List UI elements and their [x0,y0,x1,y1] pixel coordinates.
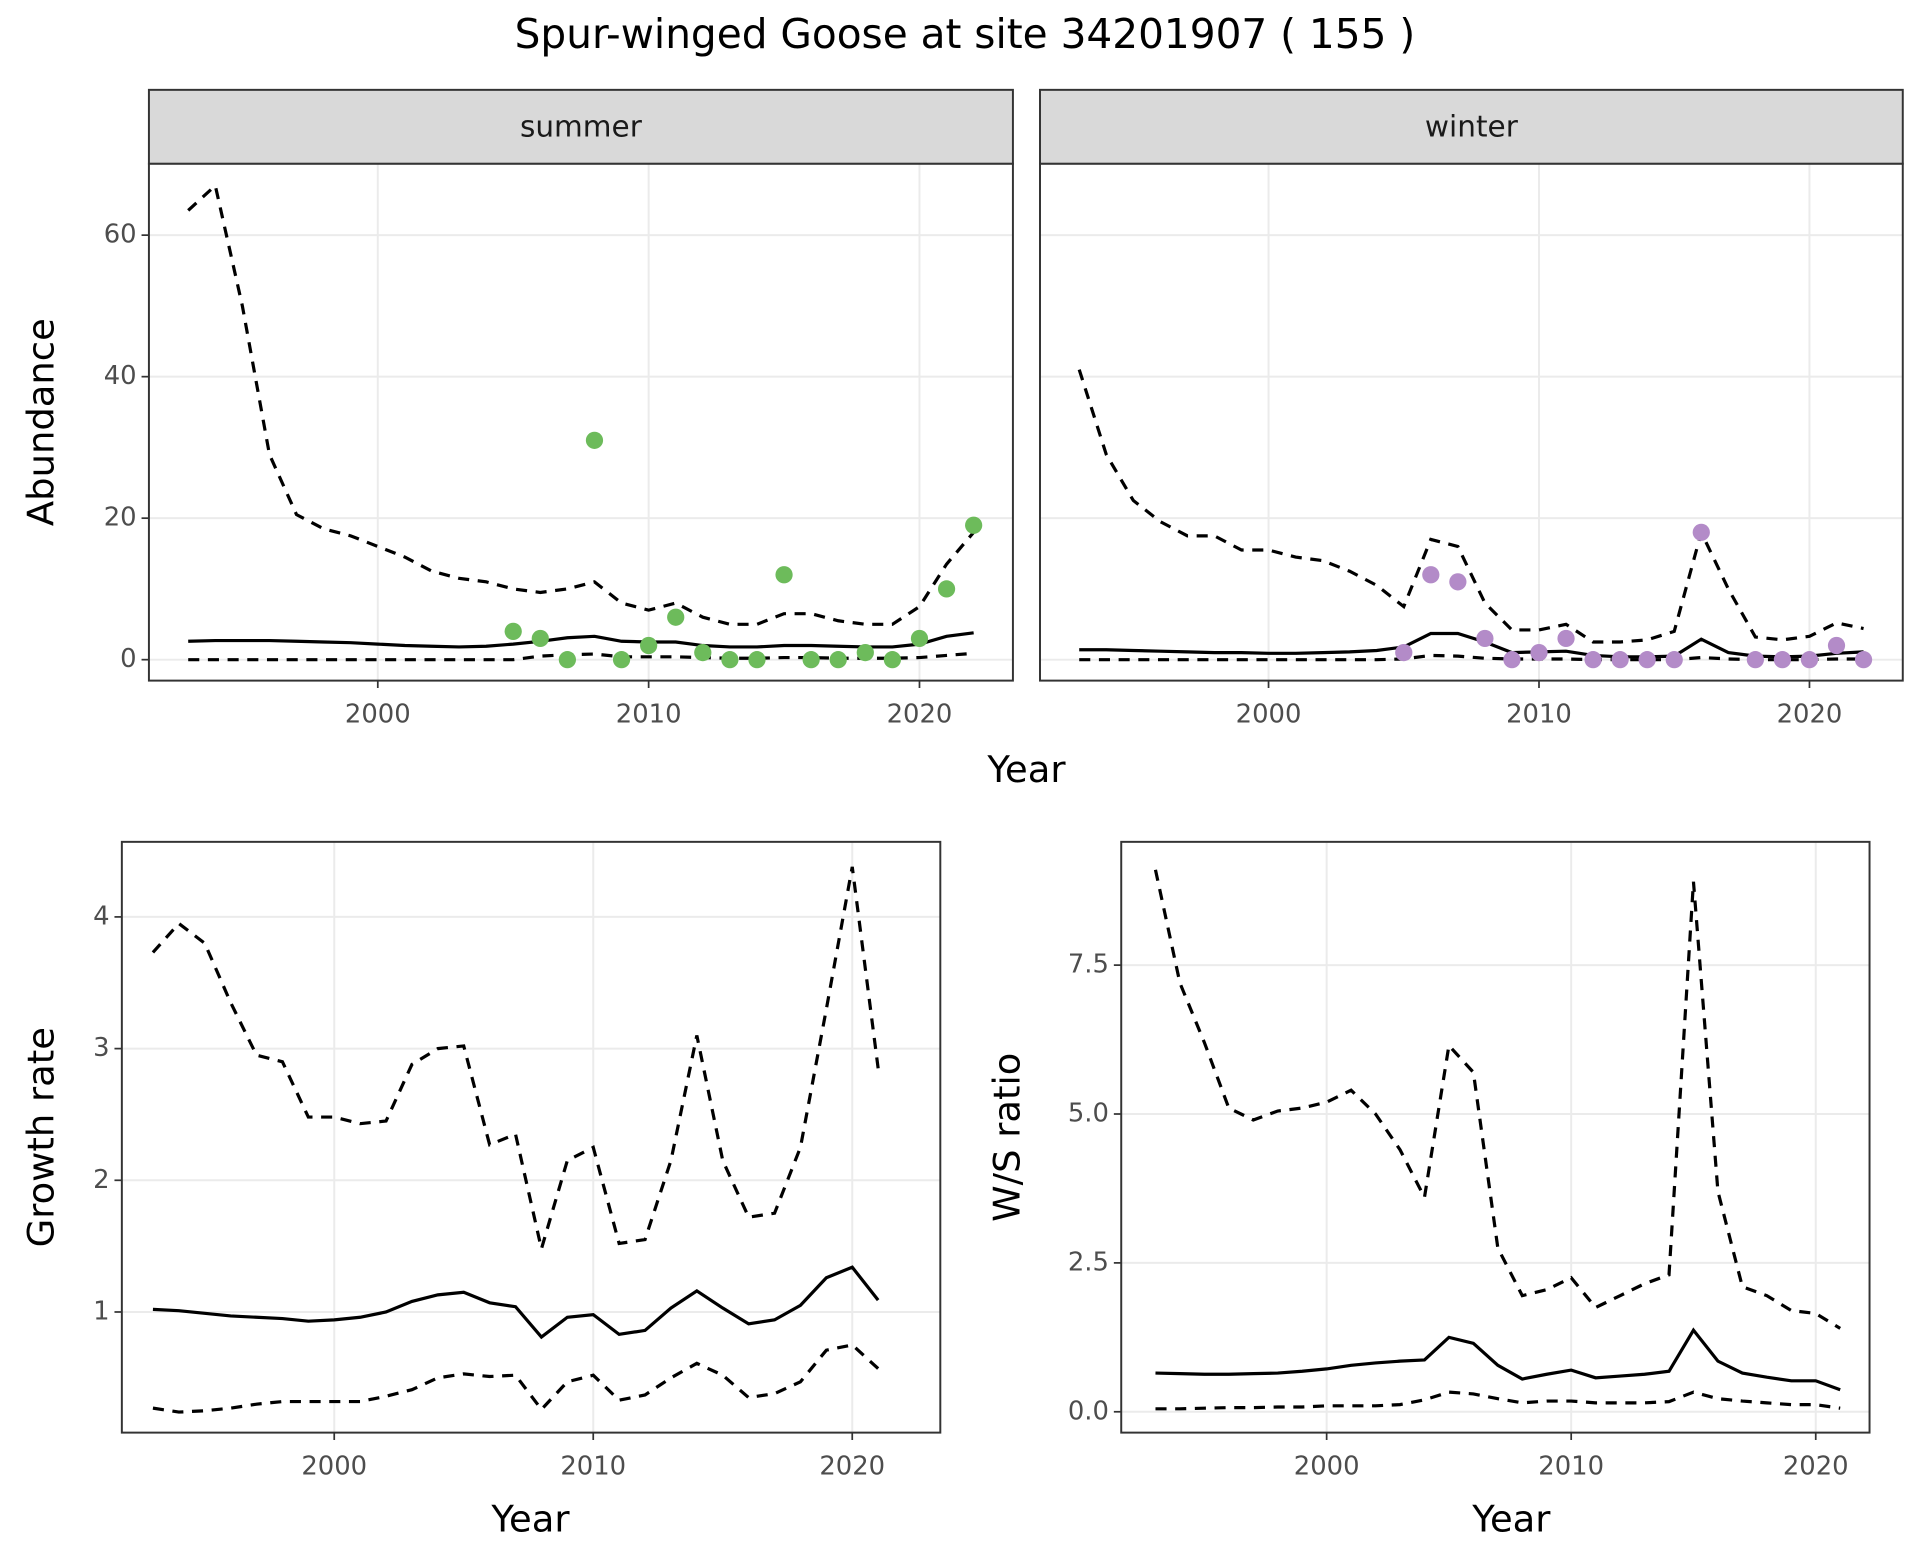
data-point [1611,651,1629,669]
x-axis-title: Year [1471,1498,1551,1541]
data-point [531,629,549,648]
y-tick-label: 4 [93,901,109,931]
interval-line [151,866,880,1256]
data-point [1665,651,1683,669]
interval-line [152,1343,880,1414]
y-tick-label: 60 [104,220,137,250]
data-point [585,431,604,449]
y-axis-title: W/S ratio [986,1053,1029,1222]
panel-background [1121,841,1870,1433]
panel-border [1120,840,1871,1434]
y-tick-label: 7.5 [1068,950,1109,980]
data-point [504,622,522,640]
interval-line [1077,369,1864,644]
x-tick-label: 2000 [1294,1452,1360,1482]
y-tick-label: 2 [93,1165,109,1195]
panel-background [148,163,1013,681]
data-point [802,651,820,669]
data-point [1449,573,1467,591]
data-point [640,636,658,655]
panel-background [121,841,941,1433]
data-point [694,643,712,662]
x-axis-title: Year [490,1498,570,1541]
y-axis-title: Abundance [20,318,63,526]
data-point [612,651,631,669]
data-point [883,651,902,669]
y-tick-label: 5.0 [1068,1099,1109,1129]
x-tick-label: 2020 [887,700,953,730]
panel-border [120,840,942,1434]
x-tick-label: 2000 [1236,700,1302,730]
data-point [856,643,874,662]
y-tick-label: 0 [120,644,136,674]
x-tick-label: 2010 [1538,1452,1604,1482]
x-tick-label: 2000 [301,1452,367,1482]
data-point [1773,651,1792,669]
x-tick-label: 2020 [1777,700,1843,730]
data-point [1395,643,1413,662]
y-tick-label: 3 [93,1033,109,1063]
data-point [1530,643,1548,662]
facet-strip [1039,88,1904,165]
y-axis-title: Growth rate [20,1027,63,1247]
data-point [1800,651,1819,669]
data-point [1638,651,1656,669]
interval-line [1079,653,1864,662]
data-point [1584,651,1602,669]
data-point [937,580,956,598]
data-point [748,651,766,669]
interval-line [1153,869,1842,1330]
data-point [1692,523,1710,541]
data-point [1827,636,1846,655]
y-tick-label: 1 [93,1296,109,1326]
interval-line [1155,1390,1841,1411]
data-point [1854,651,1873,669]
data-point [775,566,793,584]
facet-strip [147,88,1014,165]
estimate-line [188,631,974,649]
data-point [558,651,576,669]
y-tick-label: 20 [104,503,137,533]
data-point [721,651,739,669]
figure-title: Spur-winged Goose at site 34201907 ( 155… [515,10,1416,58]
interval-line [187,182,975,626]
data-point [1476,629,1494,648]
data-point [1557,629,1575,648]
data-point [1503,651,1521,669]
x-tick-label: 2010 [560,1452,626,1482]
y-tick-label: 2.5 [1068,1247,1109,1277]
estimate-line [1155,1327,1841,1392]
data-point [1422,566,1440,584]
x-tick-label: 2010 [1506,700,1572,730]
estimate-line [152,1265,880,1340]
data-point [965,516,983,534]
x-axis-title: Year [986,748,1066,791]
x-tick-label: 2010 [616,700,682,730]
data-point [667,608,685,626]
facet-label: winter [1425,109,1519,143]
estimate-line [1079,631,1864,659]
x-tick-label: 2000 [345,700,411,730]
y-tick-label: 0.0 [1068,1396,1109,1426]
facet-label: summer [520,109,643,143]
data-point [1746,651,1764,669]
x-tick-label: 2020 [819,1452,885,1482]
data-point [910,629,929,648]
data-point [829,651,847,669]
panel-background [1040,163,1903,681]
x-tick-label: 2020 [1783,1452,1849,1482]
y-tick-label: 40 [104,361,137,391]
